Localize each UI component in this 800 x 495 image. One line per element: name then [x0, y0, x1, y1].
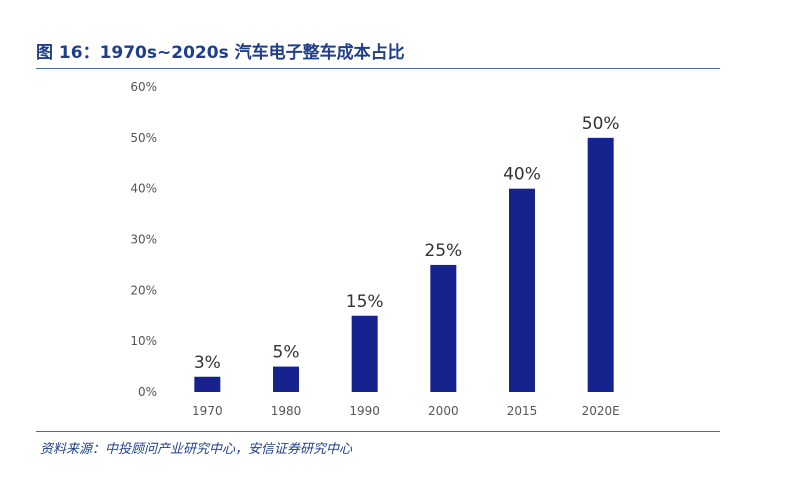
data-label: 25% [424, 241, 462, 261]
x-tick-label: 1970 [192, 404, 223, 418]
bar [273, 366, 299, 392]
y-tick-label: 30% [130, 233, 157, 247]
bar [194, 376, 221, 392]
y-tick-label: 0% [138, 385, 157, 399]
bar [587, 137, 614, 392]
y-tick-label: 50% [130, 131, 157, 145]
x-tick-label: 1990 [349, 404, 380, 418]
source-note: 资料来源：中投顾问产业研究中心，安信证券研究中心 [40, 442, 353, 457]
data-label: 15% [346, 292, 384, 312]
bar [351, 315, 378, 392]
x-tick-label: 2000 [428, 404, 459, 418]
data-label: 5% [273, 343, 300, 363]
bar [430, 264, 457, 392]
y-tick-label: 10% [130, 334, 157, 348]
data-label: 40% [503, 165, 541, 185]
x-tick-label: 1980 [271, 404, 302, 418]
data-label: 50% [582, 114, 620, 134]
title-divider [36, 68, 720, 69]
y-tick-label: 40% [130, 182, 157, 196]
x-tick-label: 2015 [507, 404, 538, 418]
bar [509, 188, 535, 392]
data-label: 3% [194, 353, 221, 373]
source-divider [36, 431, 720, 432]
x-tick-label: 2020E [582, 404, 620, 418]
y-tick-label: 60% [130, 80, 157, 94]
chart-title: 图 16：1970s~2020s 汽车电子整车成本占比 [36, 43, 405, 63]
y-tick-label: 20% [130, 283, 157, 297]
